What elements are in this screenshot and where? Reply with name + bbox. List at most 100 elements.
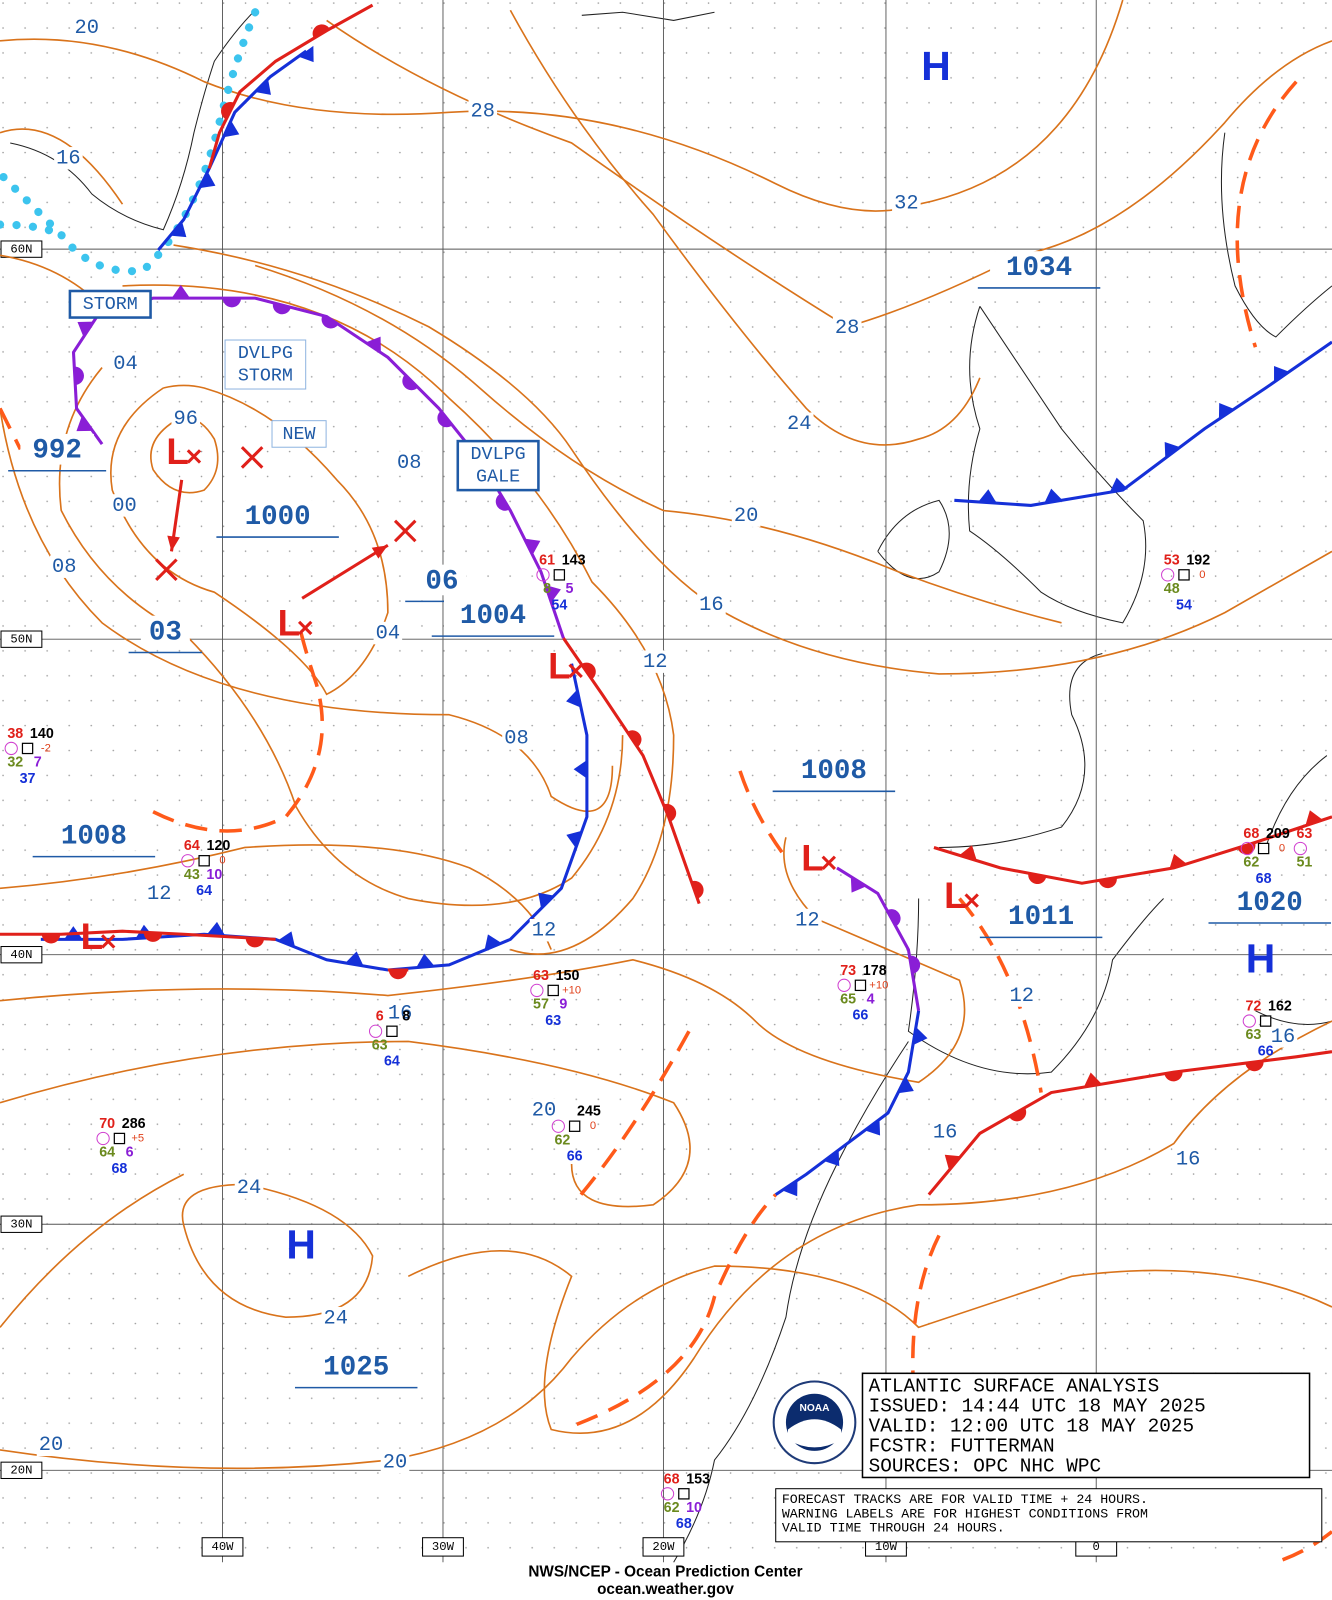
isobar-label-bg	[111, 352, 140, 375]
station-temp: 68	[664, 1471, 680, 1487]
pressure-label: 1020	[1237, 888, 1303, 919]
station-pressure: 153	[686, 1471, 710, 1487]
station-temp: 38	[7, 726, 23, 742]
front-symbol	[272, 302, 291, 315]
front-symbol	[1305, 810, 1323, 826]
station-ring	[530, 983, 544, 998]
isobar-label-bg	[234, 1176, 264, 1199]
station-tendency: -2	[41, 742, 51, 754]
station-ring	[1240, 841, 1254, 856]
x-marker	[240, 446, 264, 469]
isobar-label-bg	[832, 316, 862, 339]
station-dew: 51	[1296, 855, 1312, 871]
low-x	[964, 893, 979, 908]
latitude-label: 40N	[10, 948, 32, 962]
low-x	[568, 663, 583, 679]
station-pressure: 192	[1186, 552, 1210, 568]
station-visibility: 5	[566, 581, 574, 597]
station-pressure: 209	[1266, 826, 1290, 842]
station-wave: 63	[545, 1013, 561, 1029]
x-marker	[393, 519, 417, 543]
front-symbol	[959, 845, 977, 861]
isobar-label-bg	[36, 1433, 66, 1457]
pressure-label-bg	[307, 1350, 406, 1382]
grid-label-box	[0, 1215, 43, 1233]
station-visibility: 10	[206, 867, 222, 883]
note-box	[775, 1488, 1323, 1543]
low-center: L	[166, 431, 188, 472]
low-center: L	[801, 837, 823, 878]
front-symbol	[1218, 403, 1235, 420]
longitude-label: 40W	[211, 1540, 234, 1554]
warning-label: GALE	[476, 467, 520, 488]
warm-front	[0, 929, 276, 941]
front-symbol	[223, 120, 240, 138]
grid-label-box	[422, 1537, 464, 1557]
pressure-label-bg	[990, 251, 1089, 282]
front-symbol	[143, 932, 163, 942]
station-wave: 66	[852, 1008, 868, 1024]
station-ring	[1161, 568, 1175, 582]
isobar-label: 08	[397, 452, 421, 475]
station-pressure: 143	[562, 552, 586, 568]
pressure-label-bg	[140, 615, 190, 647]
isobar-label: 32	[894, 193, 918, 216]
logo-gull	[787, 1419, 842, 1448]
pressure-label: 992	[32, 436, 82, 467]
isobar-label: 20	[532, 1099, 556, 1122]
station-temp: 68	[1243, 826, 1259, 842]
info-box	[861, 1372, 1311, 1479]
front-symbol	[298, 45, 314, 63]
front-symbol	[74, 366, 84, 385]
track-arrowhead	[167, 535, 180, 552]
isobar-label-bg	[930, 1121, 960, 1144]
front-symbol	[581, 662, 596, 680]
front-symbol	[1245, 1060, 1264, 1072]
station-temp: 61	[539, 552, 555, 568]
front-symbol	[416, 953, 435, 968]
station-wave: 68	[676, 1516, 692, 1532]
station-ring	[368, 1024, 383, 1038]
front-symbol	[1083, 1072, 1102, 1088]
station-pressure: 286	[122, 1116, 146, 1132]
front-symbol	[199, 171, 216, 189]
isobar-label: 16	[388, 1002, 412, 1025]
cold-front	[157, 49, 308, 252]
info-line: VALID: 12:00 UTC 18 MAY 2025	[869, 1416, 1195, 1438]
grid-label-box	[0, 1461, 43, 1480]
station-ring	[660, 1487, 675, 1501]
front-symbol	[170, 221, 187, 238]
station-ring	[536, 568, 550, 582]
station-dew: 64	[99, 1145, 115, 1161]
front-symbol	[245, 937, 265, 948]
note-line: FORECAST TRACKS ARE FOR VALID TIME + 24 …	[782, 1492, 1148, 1507]
pressure-label: 06	[425, 566, 458, 597]
isobar-label: 04	[376, 622, 400, 645]
station-wave: 54	[551, 597, 567, 613]
front-symbol	[897, 1076, 914, 1094]
station-tendency: +10	[562, 984, 581, 996]
station-tendency: +5	[131, 1132, 144, 1144]
pressure-label: 1004	[460, 601, 526, 632]
isobar-label-bg	[892, 191, 921, 215]
isobar-label-bg	[380, 1450, 410, 1474]
high-center: H	[286, 1222, 315, 1268]
front-symbol	[1044, 488, 1063, 504]
front-symbol	[566, 689, 581, 708]
front-symbol	[77, 321, 94, 337]
low-center: L	[944, 875, 966, 916]
isobar-label-bg	[54, 147, 83, 170]
front-symbol	[1164, 1070, 1183, 1082]
pressure-label-bg	[1220, 886, 1319, 917]
station-pressure: 245	[577, 1104, 601, 1120]
front-symbol	[388, 970, 408, 980]
warning-box	[456, 439, 540, 492]
front-symbol	[365, 336, 381, 353]
station-ring	[96, 1131, 110, 1146]
pressure-label-bg	[444, 599, 542, 630]
logo-text: NOAA	[800, 1403, 831, 1414]
station-dew: 43	[184, 867, 200, 883]
front-symbol	[691, 880, 704, 899]
front-symbol	[886, 909, 901, 927]
